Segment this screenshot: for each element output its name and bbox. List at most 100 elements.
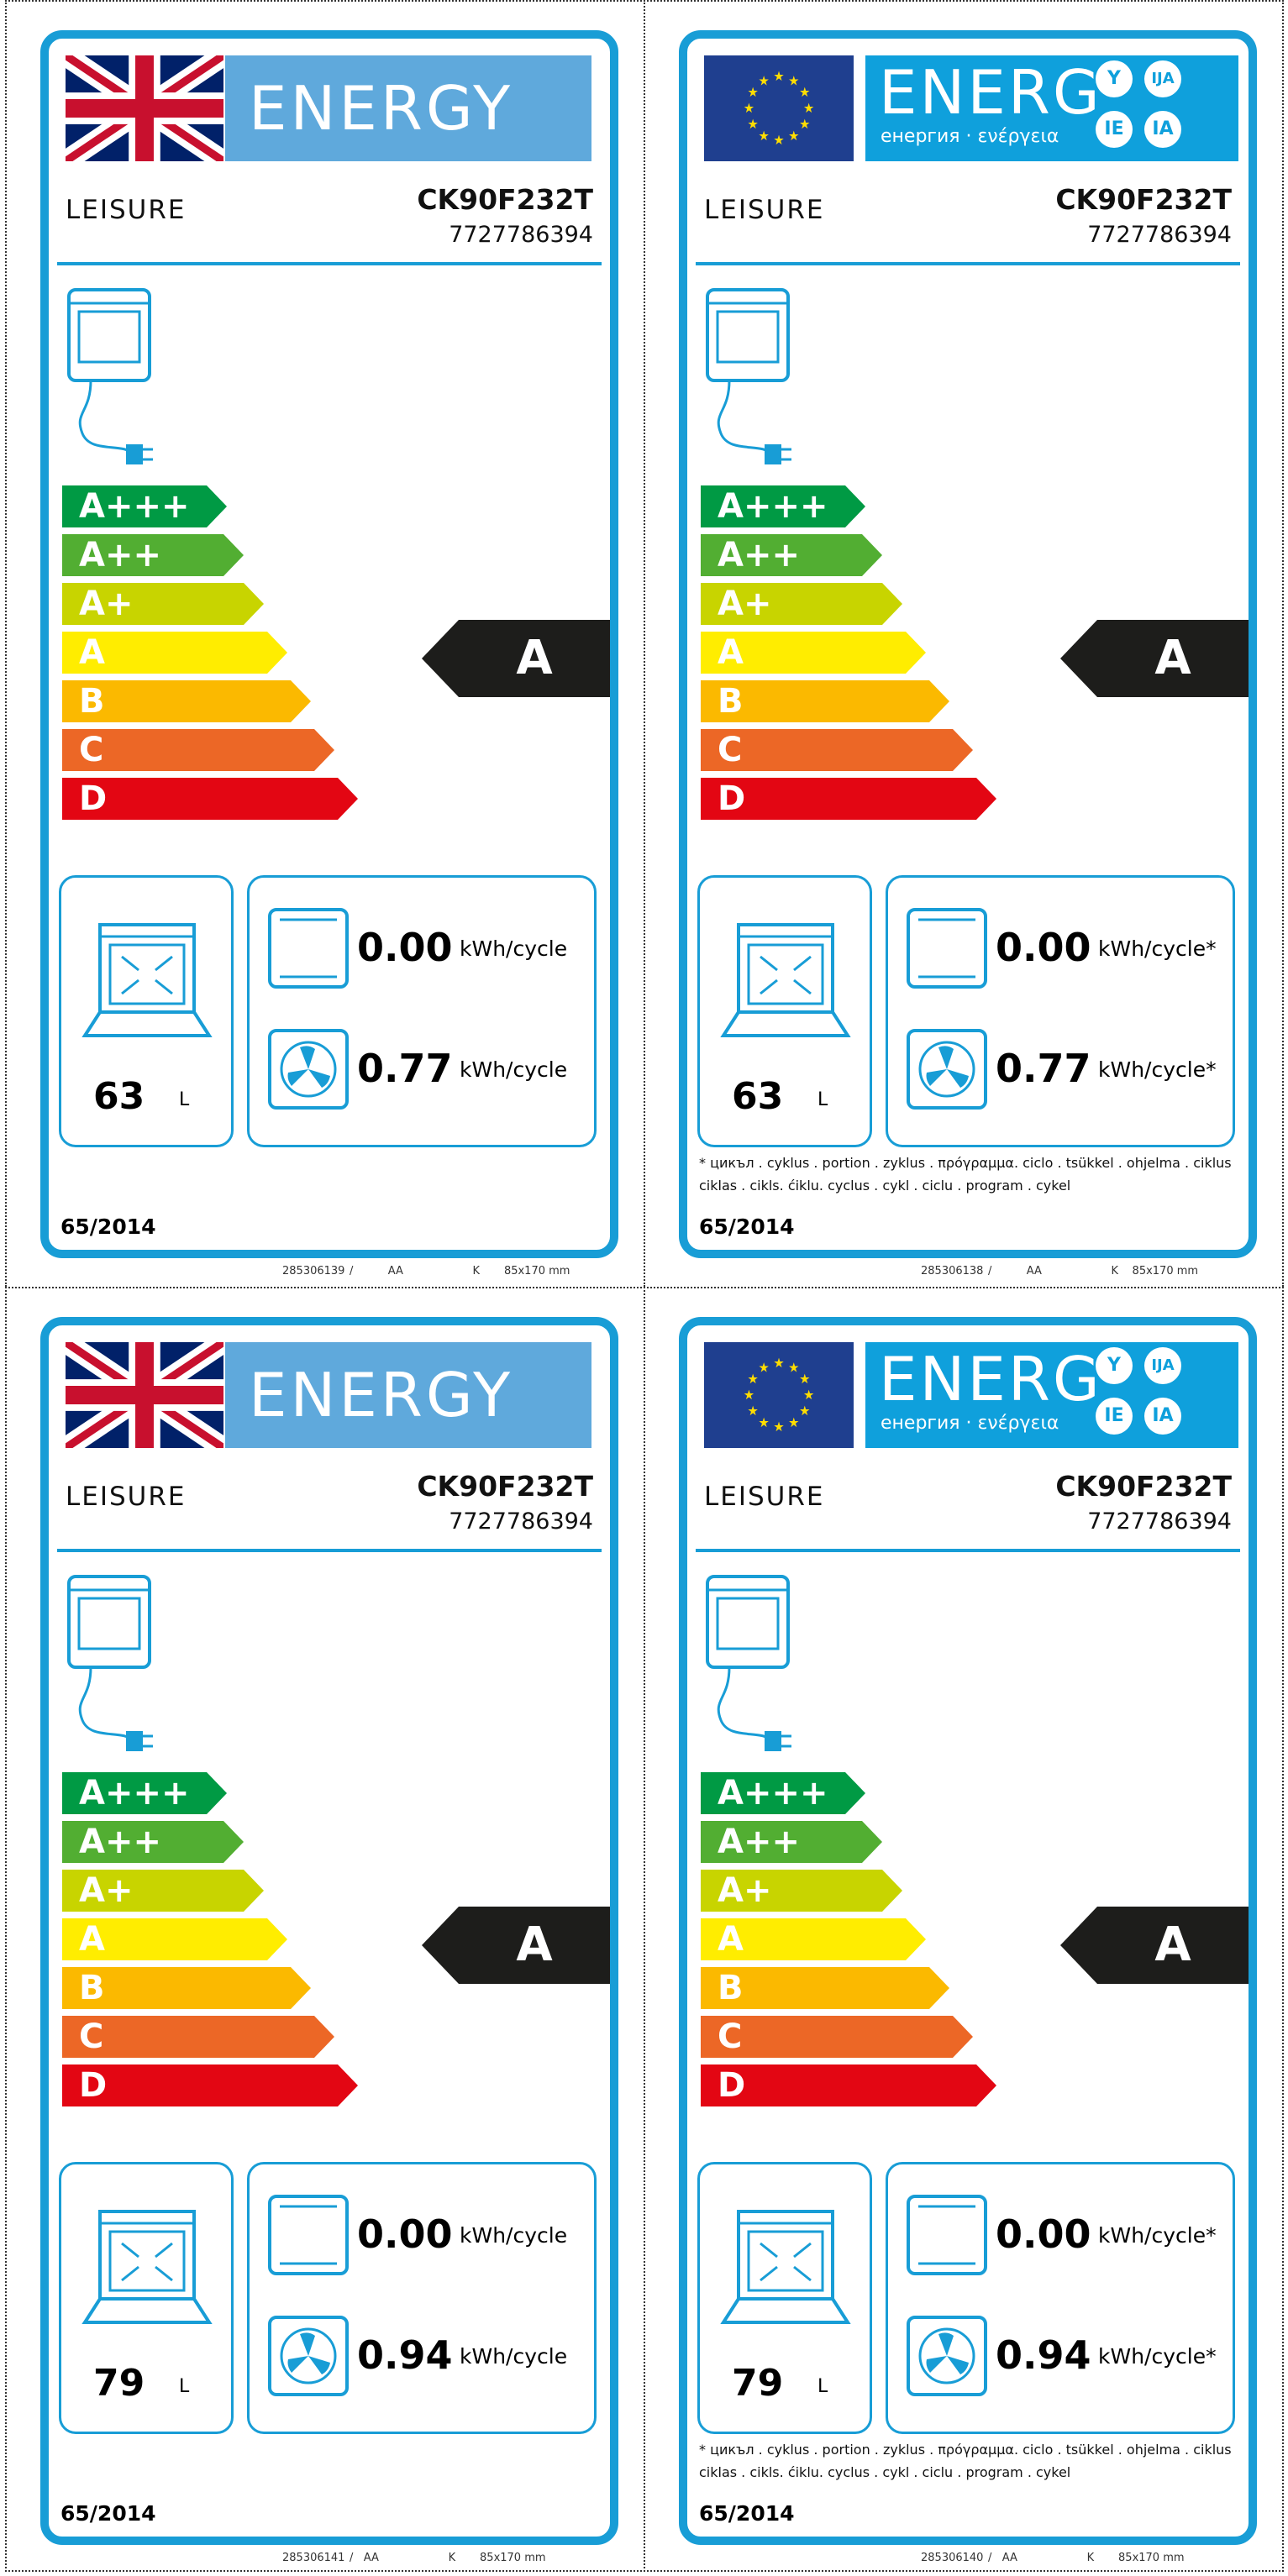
fan-energy-unit: kWh/cycle* [1098, 1057, 1217, 1082]
efficiency-class-label: A++ [718, 536, 800, 574]
svg-text:★: ★ [773, 69, 784, 85]
efficiency-class-bar: C [62, 729, 334, 771]
efficiency-class-bar: C [62, 2016, 334, 2058]
svg-text:★: ★ [799, 85, 810, 101]
language-bubble: IE [1096, 111, 1133, 148]
fan-energy-unit: kWh/cycle [460, 1057, 568, 1082]
conventional-energy-value: 0.00 [996, 925, 1091, 970]
svg-text:★: ★ [788, 1360, 799, 1376]
label-panel-top-right [644, 0, 1284, 1287]
label-panel-top-left [5, 0, 645, 1287]
efficiency-class-label: B [718, 1969, 744, 2007]
print-meta: / AA K 85x170 mm [350, 2552, 546, 2564]
efficiency-class-bar: A++ [62, 1821, 244, 1863]
efficiency-class-bar: D [62, 2064, 358, 2106]
energy-banner: ENERGY [225, 55, 591, 161]
svg-text:★: ★ [773, 1419, 784, 1435]
language-bubble: IA [1144, 1398, 1181, 1435]
conventional-energy-unit: kWh/cycle* [1098, 2223, 1217, 2248]
energy-label-3: ENERGY LEISURE CK90F232T 7727786394 A+++ A++ A… [5, 1287, 645, 2572]
model-name: CK90F232T [1055, 183, 1232, 216]
efficiency-class-label: B [718, 682, 744, 721]
energy-consumption-box: 0.00 kWh/cycle* 0.77 kWh/cycle* [886, 875, 1235, 1147]
header-divider [696, 1549, 1240, 1552]
svg-text:★: ★ [759, 1360, 770, 1376]
volume-box: 63 L [697, 875, 872, 1147]
conventional-heating-icon [905, 2193, 989, 2277]
model-name: CK90F232T [1055, 1470, 1232, 1503]
conventional-heating-icon [266, 2193, 350, 2277]
model-number: 7727786394 [449, 222, 593, 248]
efficiency-class-bar: C [701, 729, 973, 771]
efficiency-class-bar: A+ [701, 1870, 902, 1912]
print-meta: / AA K 85x170 mm [350, 1265, 570, 1278]
svg-text:★: ★ [759, 1414, 770, 1430]
label-panel-bottom-right [644, 1287, 1284, 2572]
efficiency-class-bar: A+ [62, 1870, 264, 1912]
cycle-footnote: * цикъл . cyklus . portion . zyklus . πρ… [699, 1155, 1232, 1194]
oven-cavity-icon [718, 918, 853, 1047]
svg-text:★: ★ [748, 85, 759, 101]
efficiency-class-label: D [79, 2066, 108, 2105]
print-code: 285306139 [282, 1265, 345, 1278]
efficiency-class-bar: A+++ [62, 1772, 227, 1814]
energy-banner-subtitle: енергия · ενέργεια [881, 126, 1059, 147]
cycle-footnote: * цикъл . cyklus . portion . zyklus . πρ… [699, 2442, 1232, 2480]
svg-text:★: ★ [748, 1403, 759, 1419]
fan-heating-icon [266, 2314, 350, 2398]
efficiency-class-label: C [718, 731, 743, 769]
language-bubble: IJA [1144, 60, 1181, 97]
efficiency-class-label: C [79, 2017, 104, 2056]
union-jack-flag-icon [60, 46, 229, 171]
conventional-heating-icon [266, 906, 350, 990]
efficiency-class-label: B [79, 682, 105, 721]
language-bubble: Y [1096, 1347, 1133, 1384]
print-code: 285306138 [921, 1265, 984, 1278]
efficiency-class-label: A++ [718, 1823, 800, 1861]
efficiency-class-label: B [79, 1969, 105, 2007]
efficiency-class-bar: A+ [701, 583, 902, 625]
volume-unit: L [817, 2376, 828, 2397]
fan-heating-icon [905, 2314, 989, 2398]
efficiency-class-bar: D [701, 2064, 996, 2106]
efficiency-class-bar: C [701, 2016, 973, 2058]
oven-with-plug-icon [704, 1573, 796, 1758]
union-jack-flag-icon [60, 1333, 229, 1457]
efficiency-class-bar: A+ [62, 583, 264, 625]
fan-energy-unit: kWh/cycle* [1098, 2344, 1217, 2369]
efficiency-class-label: A [718, 1920, 744, 1959]
svg-text:★: ★ [748, 117, 759, 133]
energy-consumption-box: 0.00 kWh/cycle 0.94 kWh/cycle [247, 2162, 597, 2434]
energy-banner-subtitle: енергия · ενέργεια [881, 1413, 1059, 1434]
oven-with-plug-icon [704, 286, 796, 471]
energy-label-frame: ENERGY LEISURE CK90F232T 7727786394 A+++ A++ A… [40, 1317, 618, 2545]
efficiency-class-label: A+++ [79, 487, 190, 526]
fan-heating-icon [905, 1027, 989, 1111]
efficiency-class-label: A++ [79, 536, 161, 574]
efficiency-class-label: A [718, 633, 744, 672]
efficiency-class-label: A++ [79, 1823, 161, 1861]
efficiency-class-label: D [718, 779, 746, 818]
svg-text:★: ★ [759, 128, 770, 144]
volume-unit: L [179, 2376, 190, 2397]
efficiency-class-bar: B [62, 680, 311, 722]
regulation-number: 65/2014 [60, 1215, 156, 1239]
brand-name: LEISURE [66, 1482, 187, 1512]
header-divider [57, 262, 602, 265]
conventional-energy-value: 0.00 [357, 925, 453, 970]
print-meta: / AA K 85x170 mm [988, 1265, 1199, 1278]
fan-energy-value: 0.77 [357, 1046, 453, 1091]
fan-energy-unit: kWh/cycle [460, 2344, 568, 2369]
conventional-heating-icon [905, 906, 989, 990]
efficiency-class-label: A+++ [718, 1774, 828, 1813]
energy-rating-arrow: A [1060, 620, 1249, 697]
energy-banner: ENERGY [225, 1342, 591, 1448]
svg-text:★: ★ [759, 73, 770, 89]
efficiency-class-bar: D [701, 778, 996, 820]
oven-cavity-icon [718, 2205, 853, 2334]
conventional-energy-value: 0.00 [357, 2211, 453, 2257]
brand-name: LEISURE [66, 195, 187, 225]
header-divider [57, 1549, 602, 1552]
fan-energy-value: 0.94 [357, 2332, 453, 2378]
volume-box: 63 L [59, 875, 234, 1147]
